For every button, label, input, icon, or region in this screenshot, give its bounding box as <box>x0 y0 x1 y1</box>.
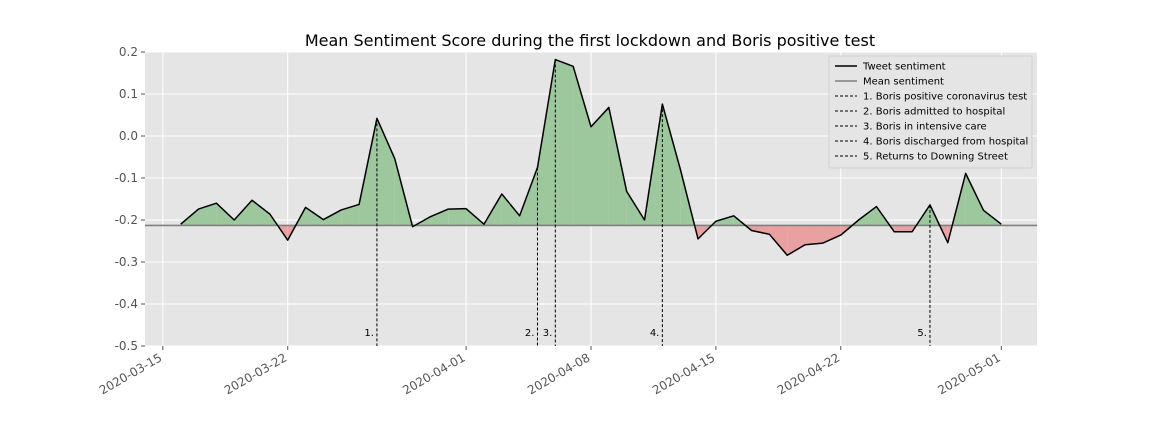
fill-segment <box>519 167 538 226</box>
x-axis-ticks: 2020-03-15 2020-03-22 2020-04-01 2020-04-08… <box>97 346 1003 397</box>
fill-segment <box>555 59 574 226</box>
fill-segment <box>751 225 770 235</box>
series-line-tweet-sentiment <box>180 58 1002 257</box>
x-tick-label: 2020-04-01 <box>400 350 467 397</box>
y-axis-ticks: 0.2 0.1 0.0 -0.1 -0.2 -0.3 -0.4 -0.5 <box>115 45 145 353</box>
x-tick-label: 2020-05-01 <box>935 350 1002 397</box>
fill-segment <box>965 173 984 226</box>
fill-segment <box>822 225 841 244</box>
chart-title: Mean Sentiment Score during the first lo… <box>305 31 875 50</box>
legend-box <box>828 55 1033 169</box>
fill-segment <box>501 193 520 226</box>
fill-segment <box>805 225 823 245</box>
series-line-group <box>180 58 1002 257</box>
y-tick-label: -0.1 <box>115 171 138 185</box>
fill-segment <box>591 107 609 226</box>
fill-segment <box>359 118 377 226</box>
y-tick-label: -0.5 <box>115 339 138 353</box>
fill-segment <box>715 215 734 226</box>
legend-entry: 5. Returns to Downing Street <box>863 152 1008 163</box>
y-tick-label: 0.0 <box>119 129 138 143</box>
legend-entry: Mean sentiment <box>863 77 944 88</box>
legend-entry: Tweet sentiment <box>862 62 946 73</box>
fill-segment <box>573 66 591 226</box>
event-label: 5. <box>917 328 927 339</box>
fill-segment <box>448 208 467 226</box>
y-tick-label: 0.1 <box>119 87 138 101</box>
legend-entry: 2. Boris admitted to hospital <box>863 107 1005 118</box>
fill-segment <box>216 203 235 226</box>
fill-segment <box>769 225 788 256</box>
fill-segment <box>858 206 877 226</box>
fill-segment <box>894 225 913 232</box>
y-tick-label: -0.3 <box>115 255 138 269</box>
event-markers: 1. 2. 3. 4. 5. <box>364 59 931 346</box>
x-tick-label: 2020-03-15 <box>97 350 164 397</box>
event-label: 1. <box>364 328 374 339</box>
x-tick-label: 2020-04-08 <box>525 350 592 397</box>
event-label: 4. <box>650 328 660 339</box>
legend-entry: 4. Boris discharged from hospital <box>863 137 1028 148</box>
fill-segment <box>537 59 556 226</box>
x-tick-label: 2020-03-22 <box>222 350 289 397</box>
y-tick-label: 0.2 <box>119 45 138 59</box>
fill-segment <box>305 207 324 226</box>
fill-segment <box>323 209 342 226</box>
fill-segment <box>430 209 449 226</box>
y-tick-label: -0.4 <box>115 297 138 311</box>
fill-segment <box>234 200 253 226</box>
legend-entry: 3. Boris in intensive care <box>863 122 987 133</box>
event-label: 2. <box>525 328 535 339</box>
fill-segment <box>662 104 681 226</box>
legend: Tweet sentiment Mean sentiment 1. Boris po… <box>828 55 1033 169</box>
fill-segment <box>787 225 806 256</box>
fill-segment <box>608 107 627 226</box>
x-tick-label: 2020-04-22 <box>775 350 842 397</box>
fill-segment <box>341 204 360 226</box>
legend-entry: 1. Boris positive coronavirus test <box>863 92 1027 103</box>
fill-segment <box>198 203 217 226</box>
event-label: 3. <box>543 328 553 339</box>
y-tick-label: -0.2 <box>115 213 138 227</box>
fill-segment <box>252 200 270 226</box>
x-tick-label: 2020-04-15 <box>650 350 717 397</box>
fill-segment <box>376 118 395 226</box>
